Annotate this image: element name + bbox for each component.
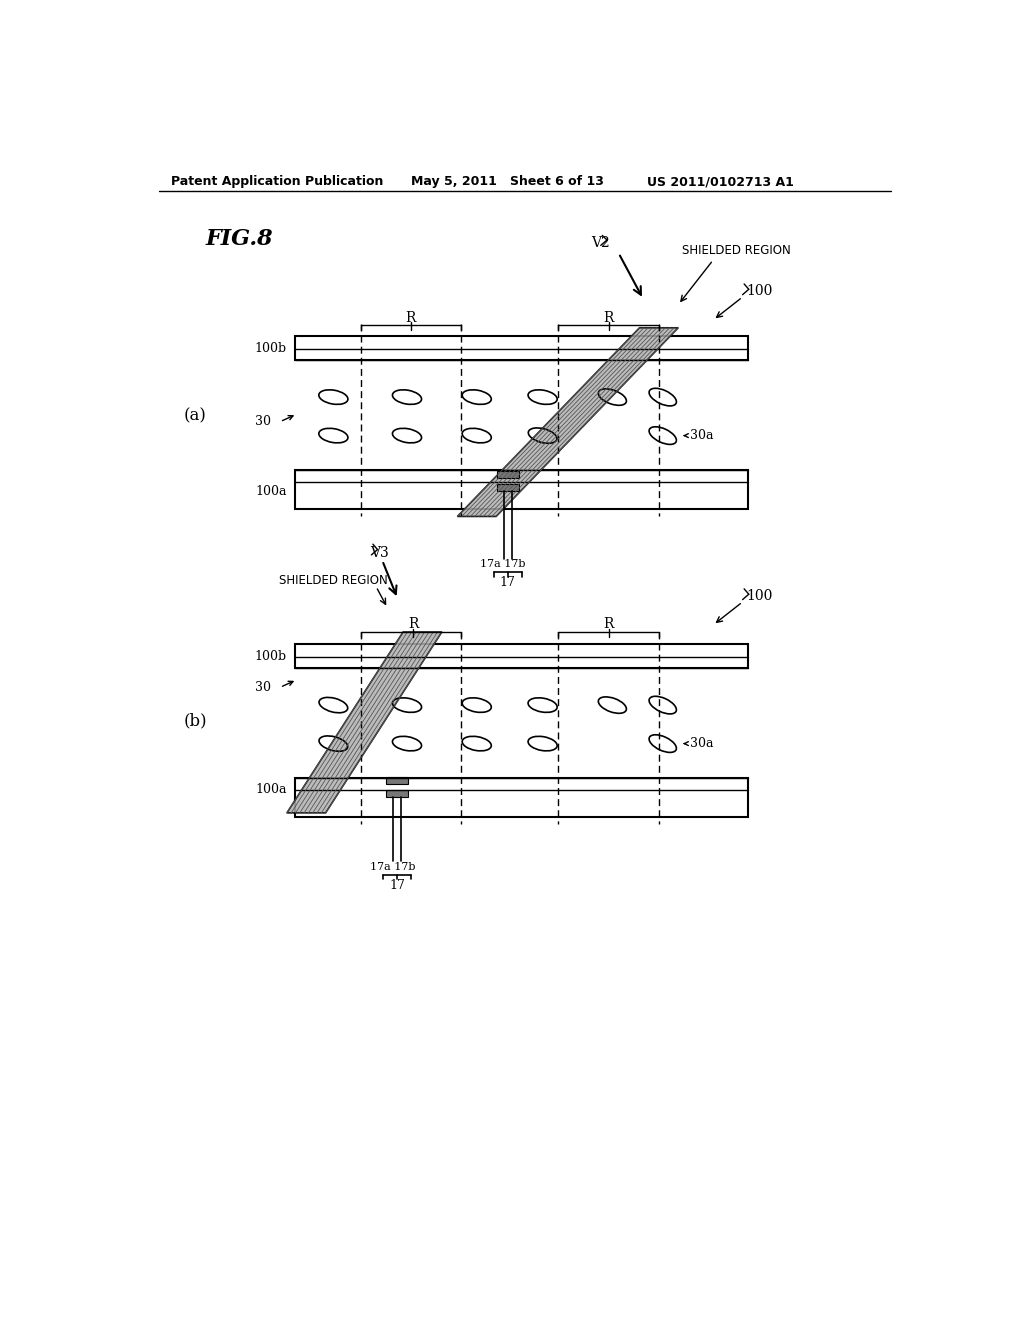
- Bar: [295, 779, 748, 817]
- Text: May 5, 2011   Sheet 6 of 13: May 5, 2011 Sheet 6 of 13: [411, 176, 604, 187]
- Text: 100a: 100a: [255, 486, 287, 499]
- Text: US 2011/0102713 A1: US 2011/0102713 A1: [647, 176, 795, 187]
- Polygon shape: [287, 632, 442, 813]
- Bar: [386, 789, 408, 797]
- Text: R: R: [406, 310, 416, 325]
- Text: 17a 17b: 17a 17b: [370, 862, 415, 871]
- Text: 17: 17: [389, 879, 404, 892]
- Bar: [295, 644, 748, 668]
- Text: 100b: 100b: [255, 649, 287, 663]
- Bar: [497, 471, 518, 478]
- Polygon shape: [458, 327, 678, 516]
- Text: 30a: 30a: [690, 429, 714, 442]
- Bar: [295, 335, 748, 360]
- Text: R: R: [603, 618, 613, 631]
- Text: Patent Application Publication: Patent Application Publication: [171, 176, 383, 187]
- Text: (a): (a): [183, 408, 207, 425]
- Text: V2: V2: [592, 236, 610, 249]
- Text: R: R: [408, 618, 419, 631]
- Text: 30: 30: [255, 416, 271, 428]
- Bar: [386, 776, 408, 784]
- Bar: [295, 470, 748, 508]
- Text: 100: 100: [746, 589, 773, 603]
- Text: 30a: 30a: [690, 737, 714, 750]
- Text: FIG.8: FIG.8: [206, 228, 273, 251]
- Text: SHIELDED REGION: SHIELDED REGION: [280, 574, 388, 587]
- Text: 17a 17b: 17a 17b: [480, 560, 526, 569]
- Text: 17: 17: [500, 576, 516, 589]
- Text: 100: 100: [746, 284, 773, 298]
- Text: 30: 30: [255, 681, 271, 694]
- Text: V3: V3: [370, 545, 388, 560]
- Bar: [497, 484, 518, 491]
- Text: R: R: [603, 310, 613, 325]
- Text: 100b: 100b: [255, 342, 287, 355]
- Text: (b): (b): [183, 711, 208, 729]
- Text: SHIELDED REGION: SHIELDED REGION: [682, 244, 791, 257]
- Text: 100a: 100a: [255, 783, 287, 796]
